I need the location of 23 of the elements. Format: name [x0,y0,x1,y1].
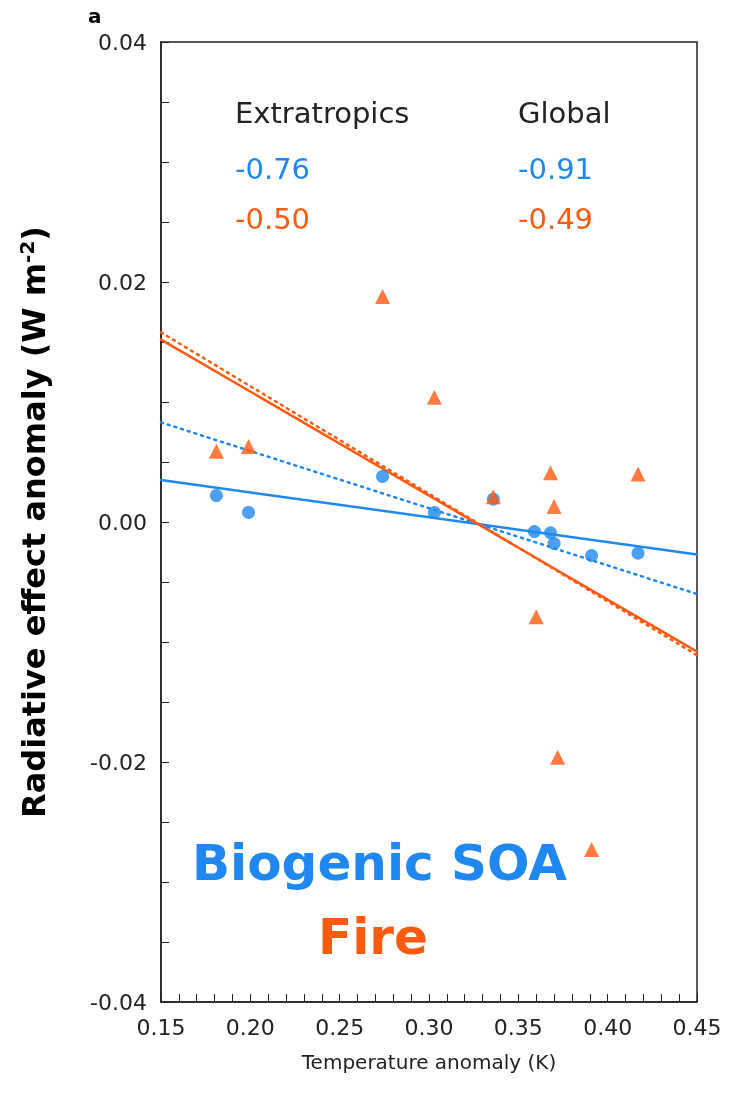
y-axis-title: Radiative effect anomaly (W m-2) [15,226,53,818]
annotation: -0.49 [518,201,594,236]
text: Fire [318,908,428,966]
x-tick-label: 0.15 [136,1014,186,1040]
x-tick-label: 0.40 [583,1014,633,1040]
annotation: -0.50 [235,201,311,236]
annotation: -0.91 [518,151,594,186]
x-tick-label: 0.25 [315,1014,365,1040]
y-tick-label: -0.04 [90,989,147,1015]
y-tick-label: 0.02 [98,269,147,295]
y-tick-label: 0.04 [98,29,147,55]
y-tick-label: 0.00 [98,509,147,535]
annotation: Extratropics [235,95,410,130]
annotation: Global [518,95,611,130]
x-tick-label: 0.30 [404,1014,454,1040]
annotation: -0.76 [235,151,311,186]
text: a [88,4,102,28]
x-tick-label: 0.35 [493,1014,543,1040]
x-tick-label: 0.45 [672,1014,722,1040]
x-axis-title: Temperature anomaly (K) [300,1050,557,1074]
y-tick-label: -0.02 [90,749,147,775]
x-tick-label: 0.20 [225,1014,275,1040]
text: Biogenic SOA [192,834,568,892]
